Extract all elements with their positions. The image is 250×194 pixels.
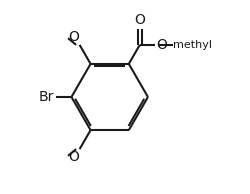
Text: O: O: [134, 13, 145, 27]
Text: O: O: [68, 30, 79, 44]
Text: Br: Br: [38, 90, 54, 104]
Text: O: O: [156, 38, 167, 52]
Text: O: O: [68, 150, 79, 164]
Text: methyl: methyl: [174, 40, 212, 50]
